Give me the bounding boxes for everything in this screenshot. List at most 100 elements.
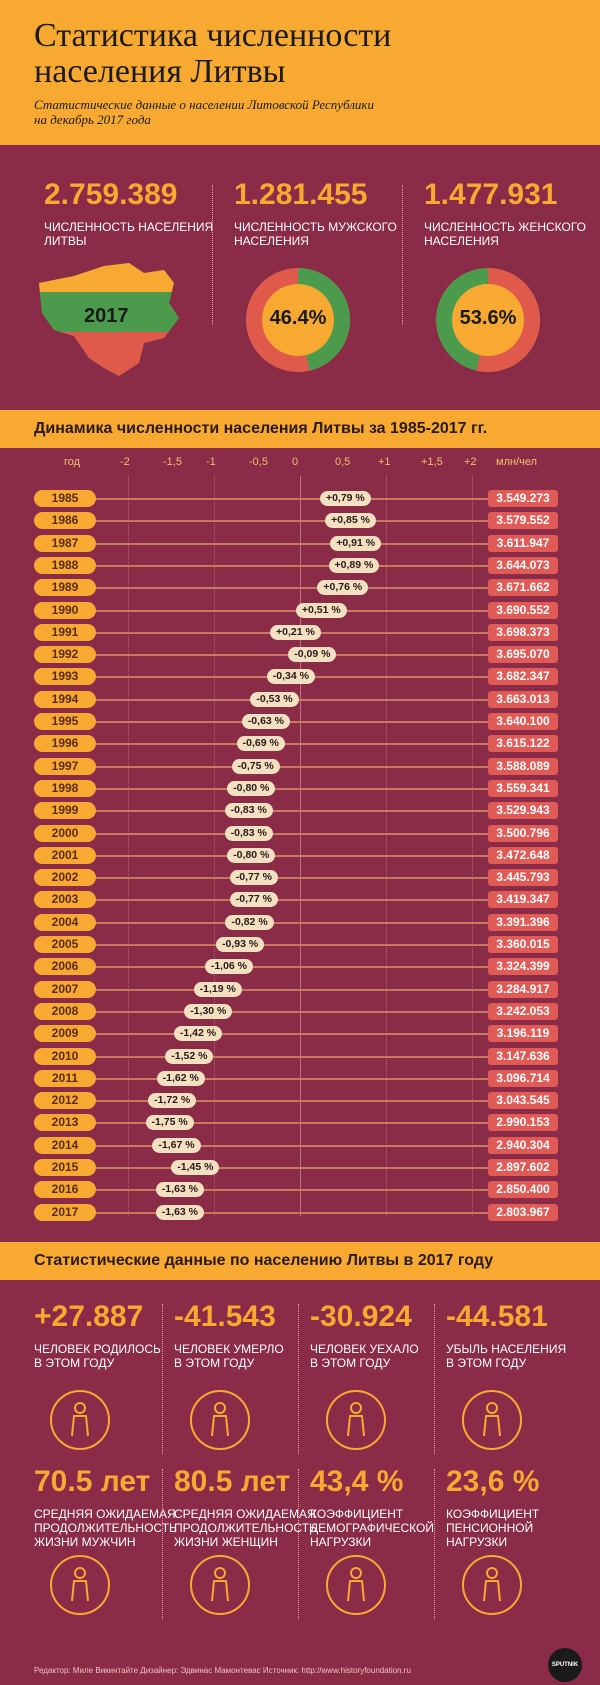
- year-label: 1992: [34, 646, 96, 664]
- year-label: 1995: [34, 713, 96, 730]
- growth-rate-marker: -0,77 %: [229, 870, 278, 886]
- year-label: 2012: [34, 1092, 96, 1110]
- stats-band: Статистические данные по населению Литвы…: [0, 1242, 600, 1280]
- growth-rate-marker: -0,83 %: [224, 825, 273, 841]
- row-guide-line: [96, 854, 488, 857]
- stat-number: 80.5 лет: [174, 1465, 291, 1498]
- growth-rate-marker: -0,63 %: [241, 714, 290, 729]
- stat-label-line: ЖИЗНИ МУЖЧИН: [34, 1535, 136, 1549]
- year-label: 2004: [34, 913, 96, 931]
- population-value: 3.671.662: [488, 579, 558, 597]
- euro-wallet-icon: [462, 1555, 522, 1615]
- growth-rate-marker: -1,75 %: [145, 1115, 194, 1131]
- x-tick-label: 0: [292, 456, 299, 468]
- year-label: 2007: [34, 980, 96, 998]
- population-value: 3.698.373: [488, 623, 558, 641]
- population-value: 2.803.967: [488, 1203, 558, 1221]
- growth-rate-marker: -0,09 %: [288, 647, 337, 663]
- x-tick-label: -0,5: [249, 456, 268, 468]
- stat-label-line: ЖИЗНИ ЖЕНЩИН: [174, 1535, 278, 1549]
- woman-icon: [190, 1555, 250, 1615]
- male-population-number: 1.281.455: [234, 178, 368, 211]
- population-value: 3.360.015: [488, 936, 558, 953]
- growth-rate-marker: -1,19 %: [193, 981, 242, 997]
- row-guide-line: [96, 498, 488, 500]
- year-label: 1998: [34, 779, 96, 797]
- growth-rate-marker: -0,83 %: [224, 803, 273, 819]
- x-tick-label: -1,5: [163, 456, 182, 468]
- donut-center: [452, 284, 524, 356]
- stat-label: ЧЕЛОВЕК РОДИЛОСЬ В ЭТОМ ГОДУ: [34, 1342, 161, 1370]
- row-guide-line: [96, 743, 488, 746]
- row-guide-line: [96, 1189, 488, 1192]
- year-label: 2000: [34, 824, 96, 842]
- stat-number: 43,4 %: [310, 1465, 404, 1498]
- row-guide-line: [96, 966, 488, 969]
- growth-rate-marker: +0,79 %: [319, 491, 371, 506]
- growth-rate-marker: -0,53 %: [250, 691, 299, 707]
- growth-rate-marker: -0,77 %: [229, 892, 278, 908]
- growth-rate-marker: -0,80 %: [227, 847, 276, 863]
- population-value: 3.640.100: [488, 713, 558, 730]
- year-label: 2016: [34, 1181, 96, 1199]
- population-value: 2.850.400: [488, 1181, 558, 1199]
- stat-label-line: В ЭТОМ ГОДУ: [34, 1356, 115, 1370]
- stat-label-line: В ЭТОМ ГОДУ: [174, 1356, 255, 1370]
- elderly-person-icon: [190, 1390, 250, 1450]
- year-label: 1989: [34, 579, 96, 597]
- stat-label-line: ЧЕЛОВЕК РОДИЛОСЬ: [34, 1342, 161, 1356]
- total-population-number: 2.759.389: [44, 178, 178, 211]
- growth-rate-marker: +0,51 %: [295, 602, 347, 618]
- row-guide-line: [96, 810, 488, 813]
- sputnik-logo: SPUTNIK: [548, 1648, 582, 1682]
- lithuania-flag-map-icon: [39, 263, 179, 376]
- row-guide-line: [96, 609, 488, 612]
- growth-rate-marker: -1,45 %: [171, 1160, 220, 1175]
- row-guide-line: [96, 899, 488, 902]
- year-label: 1986: [34, 512, 96, 530]
- year-label: 1990: [34, 601, 96, 619]
- population-value: 3.472.648: [488, 846, 558, 864]
- dynamics-band-title: Динамика численности населения Литвы за …: [34, 420, 488, 437]
- growth-rate-marker: +0,76 %: [317, 580, 369, 596]
- row-guide-line: [96, 520, 488, 523]
- divider: [162, 1304, 163, 1454]
- stat-label: ЧЕЛОВЕК УМЕРЛО В ЭТОМ ГОДУ: [174, 1342, 284, 1370]
- grid-line: [214, 476, 215, 1216]
- year-label: 1999: [34, 802, 96, 820]
- year-label: 2003: [34, 891, 96, 909]
- male-population-label: ЧИСЛЕННОСТЬ МУЖСКОГО НАСЕЛЕНИЯ: [234, 220, 397, 248]
- population-value: 3.682.347: [488, 668, 558, 686]
- population-value: 3.043.545: [488, 1092, 558, 1110]
- stat-label-line: СРЕДНЯЯ ОЖИДАЕМАЯ: [34, 1507, 176, 1521]
- title-line-1: Статистика численности: [34, 17, 392, 54]
- male-label-line1: ЧИСЛЕННОСТЬ МУЖСКОГО: [234, 220, 397, 234]
- population-value: 3.391.396: [488, 913, 558, 931]
- row-guide-line: [96, 721, 488, 723]
- row-guide-line: [96, 1033, 488, 1036]
- row-guide-line: [96, 988, 488, 991]
- growth-rate-marker: +0,85 %: [325, 513, 376, 529]
- total-population-label: ЧИСЛЕННОСТЬ НАСЕЛЕНИЯ ЛИТВЫ: [44, 220, 213, 248]
- female-share-donut: [436, 268, 540, 372]
- growth-rate-marker: -1,67 %: [152, 1137, 201, 1153]
- female-label-line2: НАСЕЛЕНИЯ: [424, 234, 499, 248]
- traveler-suitcase-icon: [326, 1390, 386, 1450]
- year-label: 2013: [34, 1114, 96, 1132]
- population-value: 3.615.122: [488, 735, 558, 753]
- population-value: 3.644.073: [488, 556, 558, 574]
- year-label: 1996: [34, 735, 96, 753]
- female-population-label: ЧИСЛЕННОСТЬ ЖЕНСКОГО НАСЕЛЕНИЯ: [424, 220, 586, 248]
- x-tick-label: -1: [206, 456, 216, 468]
- stat-label-line: КОЭФФИЦИЕНТ: [446, 1507, 540, 1521]
- row-guide-line: [96, 1077, 488, 1080]
- female-label-line1: ЧИСЛЕННОСТЬ ЖЕНСКОГО: [424, 220, 587, 234]
- stat-label-line: ПРОДОЛЖИТЕЛЬНОСТЬ: [34, 1521, 177, 1535]
- row-guide-line: [96, 1010, 488, 1013]
- year-label: 2015: [34, 1159, 96, 1176]
- year-label: 2017: [34, 1203, 96, 1221]
- row-guide-line: [96, 877, 488, 880]
- male-label-line2: НАСЕЛЕНИЯ: [234, 234, 309, 248]
- grid-line: [300, 476, 301, 1216]
- population-value: 3.663.013: [488, 690, 558, 708]
